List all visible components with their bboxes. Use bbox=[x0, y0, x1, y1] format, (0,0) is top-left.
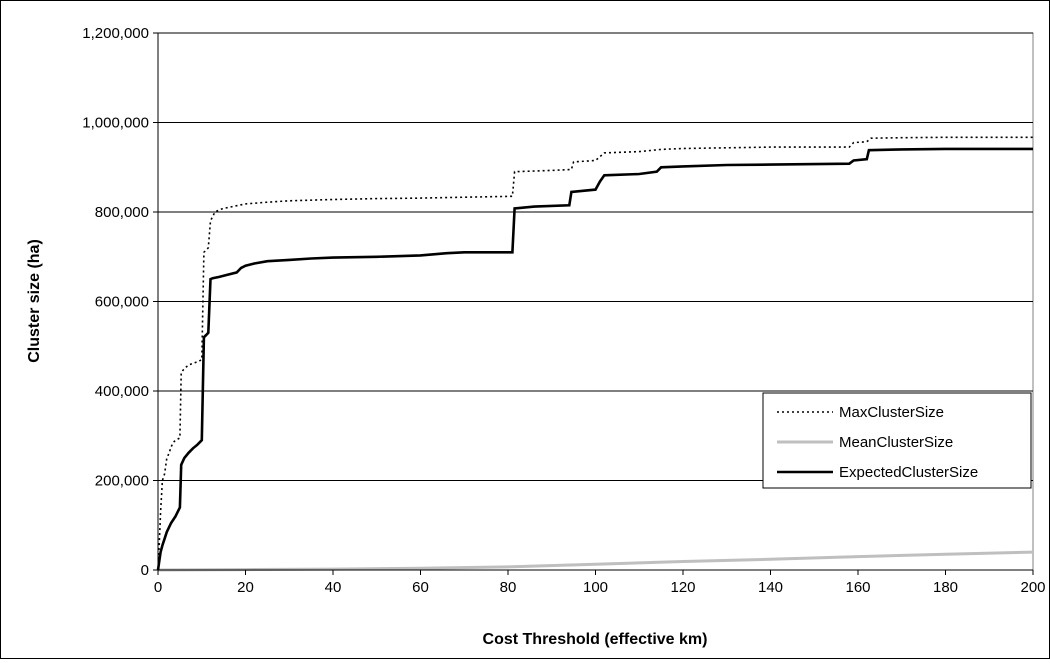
x-tick-label: 80 bbox=[500, 579, 517, 596]
x-tick-label: 120 bbox=[670, 579, 695, 596]
x-tick-label: 0 bbox=[154, 579, 162, 596]
x-axis-title: Cost Threshold (effective km) bbox=[483, 631, 708, 648]
y-tick-label: 1,000,000 bbox=[82, 115, 149, 132]
x-tick-label: 60 bbox=[412, 579, 429, 596]
legend: MaxClusterSize MeanClusterSize ExpectedClu… bbox=[763, 393, 1031, 488]
x-tick-label: 140 bbox=[758, 579, 783, 596]
x-tick-label: 20 bbox=[237, 579, 254, 596]
x-tick-label: 200 bbox=[1020, 579, 1045, 596]
legend-label-meanclustersize: MeanClusterSize bbox=[839, 434, 953, 451]
x-axis-ticks: 0 20 40 60 80 100 120 140 160 180 200 bbox=[154, 570, 1046, 596]
y-tick-label: 600,000 bbox=[95, 294, 149, 311]
y-tick-label: 800,000 bbox=[95, 204, 149, 221]
x-tick-label: 40 bbox=[325, 579, 342, 596]
legend-label-maxclustersize: MaxClusterSize bbox=[839, 404, 944, 421]
y-tick-label: 1,200,000 bbox=[82, 25, 149, 42]
y-tick-label: 200,000 bbox=[95, 473, 149, 490]
y-tick-label: 0 bbox=[141, 562, 149, 579]
legend-label-expectedclustersize: ExpectedClusterSize bbox=[839, 464, 978, 481]
y-axis-title: Cluster size (ha) bbox=[26, 239, 43, 363]
x-tick-label: 180 bbox=[933, 579, 958, 596]
y-axis-ticks: 0 200,000 400,000 600,000 800,000 1,000,000 1,… bbox=[82, 25, 158, 579]
x-tick-label: 100 bbox=[583, 579, 608, 596]
x-tick-label: 160 bbox=[845, 579, 870, 596]
y-tick-label: 400,000 bbox=[95, 383, 149, 400]
